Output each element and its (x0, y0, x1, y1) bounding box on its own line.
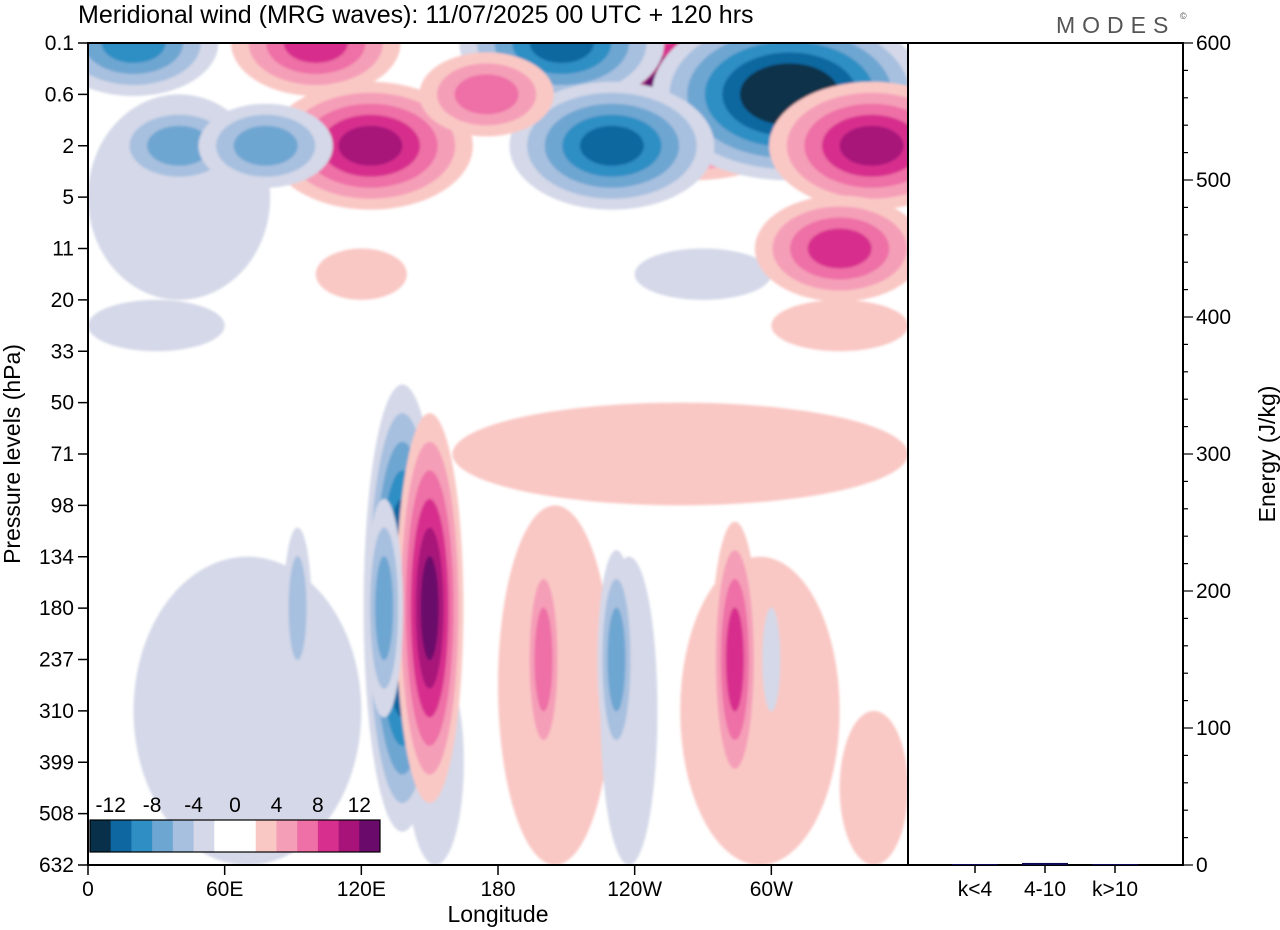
energy-category-label: k>10 (1092, 878, 1138, 901)
contour-level (283, 43, 348, 63)
y-tick-label: 237 (39, 649, 74, 672)
contour-level (607, 607, 626, 712)
colorbar-swatch (338, 820, 360, 852)
energy-category-label: k<4 (958, 878, 993, 901)
colorbar-swatch (214, 820, 236, 852)
y-tick-label: 5 (62, 186, 74, 209)
colorbar-swatch (276, 820, 298, 852)
contour-wash (315, 248, 407, 300)
y-tick-label: 399 (39, 751, 74, 774)
x-tick-label: 180 (480, 878, 515, 901)
contour-wash (771, 299, 908, 352)
contour-level (375, 556, 394, 661)
y-tick-label: 98 (51, 494, 74, 517)
y-tick-label: 134 (39, 546, 74, 569)
y-tick-label: 508 (39, 803, 74, 826)
colorbar-swatch (193, 820, 215, 852)
colorbar-label: 12 (348, 794, 371, 817)
colorbar-label: 8 (312, 794, 324, 817)
x-tick-label: 60E (206, 878, 243, 901)
y-tick-label: 20 (51, 289, 74, 312)
colorbar-swatch (110, 820, 132, 852)
y-tick-label: 632 (39, 854, 74, 877)
y-tick-label: 310 (39, 700, 74, 723)
colorbar-swatch (359, 820, 381, 852)
energy-tick-label: 100 (1196, 717, 1231, 740)
colorbar-swatch (255, 820, 277, 852)
y-tick-label: 180 (39, 597, 74, 620)
y-axis-ticks: 0.1 0.6 2 5 11 20 33 50 71 98 134 180 237 310 399 508 63… (39, 32, 88, 877)
colorbar-swatch (131, 820, 153, 852)
contour-field (88, 43, 908, 865)
y-tick-label: 71 (51, 443, 74, 466)
y-tick-label: 33 (51, 340, 74, 363)
y-tick-label: 11 (52, 238, 74, 261)
contour-level (725, 607, 744, 712)
energy-category-label: 4-10 (1024, 878, 1066, 901)
brand-logo: MODES (1056, 12, 1175, 38)
contour-wash (680, 556, 840, 865)
x-axis-label: Longitude (447, 901, 548, 927)
contour-wash (839, 710, 908, 865)
energy-tick-label: 200 (1196, 580, 1231, 603)
colorbar-label: -4 (184, 794, 203, 817)
energy-axis-ticks: 0 100 200 300 400 500 600 (1183, 32, 1231, 877)
colorbar-label: 4 (271, 794, 283, 817)
energy-bars: k<4 4-10 k>10 (952, 862, 1138, 901)
colorbar-swatch (235, 820, 257, 852)
y-tick-label: 50 (51, 392, 74, 415)
colorbar-swatch (297, 820, 319, 852)
contour-wash (88, 299, 225, 352)
x-tick-label: 0 (82, 878, 94, 901)
energy-bar (1022, 862, 1068, 865)
contour-level (807, 228, 872, 269)
colorbar-frame (89, 819, 381, 853)
x-axis-ticks: 0 60E 120E 180 120W 60W (82, 865, 793, 901)
colorbar-swatch (90, 820, 112, 852)
colorbar-swatch (172, 820, 194, 852)
contour-level (579, 125, 644, 166)
contour-level (338, 125, 403, 166)
y-tick-label: 0.6 (45, 83, 74, 106)
energy-panel-frame (907, 42, 1184, 866)
colorbar-label: 0 (229, 794, 241, 817)
energy-tick-label: 500 (1196, 169, 1231, 192)
y-tick-label: 0.1 (45, 32, 74, 55)
energy-bar (1092, 864, 1138, 865)
contour-level (233, 125, 298, 166)
colorbar-swatch (317, 820, 339, 852)
energy-axis-label: Energy (J/kg) (1254, 386, 1280, 523)
energy-bar (952, 864, 998, 865)
contour-level (288, 556, 307, 661)
energy-tick-label: 0 (1196, 854, 1208, 877)
contour-level (534, 607, 553, 712)
colorbar-label: -8 (143, 794, 162, 817)
x-tick-label: 60W (750, 878, 793, 901)
contour-level (762, 607, 781, 712)
contour-wash (133, 556, 362, 865)
contour-level (839, 125, 904, 166)
colorbar-swatch (152, 820, 174, 852)
energy-tick-label: 300 (1196, 443, 1231, 466)
colorbar-label: -12 (96, 794, 126, 817)
y-tick-label: 2 (62, 135, 74, 158)
y-axis-label: Pressure levels (hPa) (0, 344, 25, 564)
energy-tick-label: 400 (1196, 306, 1231, 329)
contour-level (529, 43, 594, 63)
chart-title: Meridional wind (MRG waves): 11/07/2025 … (78, 1, 754, 29)
energy-tick-label: 600 (1196, 32, 1231, 55)
x-tick-label: 120E (337, 878, 386, 901)
x-tick-label: 120W (607, 878, 662, 901)
contour-wash (452, 402, 908, 506)
contour-level (454, 74, 519, 115)
contour-level (420, 556, 439, 661)
contour-wash (634, 248, 772, 300)
contour-level (101, 43, 166, 63)
brand-mark: © (1180, 11, 1187, 21)
contour-level (147, 125, 212, 166)
colorbar: -12 -8 -4 0 4 8 12 (89, 794, 381, 853)
